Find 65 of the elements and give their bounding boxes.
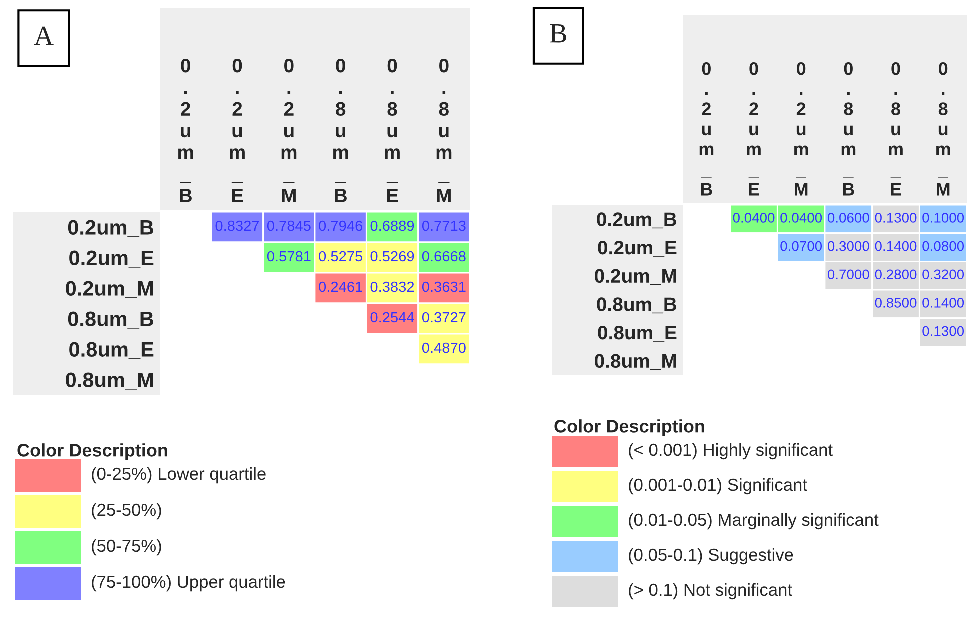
data-label: 0.6889 <box>370 220 414 232</box>
data-label: 0.3832 <box>370 282 414 292</box>
text: (0.05-0.1) Suggestive <box>629 548 794 565</box>
y-tick-label: 0.2um_B <box>597 212 677 229</box>
y-tick-label: 0.2um_E <box>598 240 677 257</box>
x-tick-label: 0.8um_B <box>333 58 348 202</box>
data-label: 0.1000 <box>922 213 964 223</box>
data-label: 0.0600 <box>828 213 870 223</box>
data-label: 0.5781 <box>267 251 311 262</box>
data-label: 0.5269 <box>370 251 414 262</box>
data-label: 0.2800 <box>875 270 917 280</box>
data-label: 0.0800 <box>922 241 964 252</box>
x-tick-label: 0.8um_E <box>889 62 903 196</box>
x-tick-label: 0.8um_E <box>385 58 400 202</box>
text: (> 0.1) Not significant <box>629 583 792 600</box>
data-label: 0.1300 <box>922 326 964 336</box>
x-tick-label: 0.2um_M <box>794 62 808 196</box>
data-label: 0.7845 <box>267 220 311 232</box>
data-label: 0.3727 <box>422 312 466 323</box>
data-label: 0.3200 <box>922 270 964 280</box>
data-label: 0.3000 <box>828 241 870 252</box>
data-label: 0.0400 <box>733 213 775 223</box>
text: (75-100%) Upper quartile <box>92 575 286 592</box>
text: Color Description <box>18 444 168 460</box>
y-tick-label: 0.2um_E <box>70 250 154 268</box>
data-label: 0.7713 <box>422 220 466 232</box>
data-label: 0.8327 <box>216 220 260 232</box>
y-tick-label: 0.2um_M <box>595 269 676 286</box>
data-label: 0.7000 <box>828 270 870 280</box>
x-tick-label: 0.2um_E <box>230 58 245 202</box>
y-tick-label: 0.8um_E <box>598 326 677 342</box>
y-tick-label: 0.8um_M <box>66 372 154 390</box>
text: (< 0.001) Highly significant <box>629 443 833 460</box>
data-label: 0.1300 <box>875 213 917 223</box>
text: (0.01-0.05) Marginally significant <box>629 513 879 530</box>
y-tick-label: 0.2um_B <box>68 220 154 238</box>
text: Color Description <box>554 420 704 436</box>
y-tick-label: 0.8um_M <box>595 354 676 370</box>
data-label: 0.6668 <box>422 251 466 262</box>
data-label: 0.1400 <box>922 298 964 308</box>
x-tick-label: 0.2um_E <box>747 62 761 196</box>
y-tick-label: 0.8um_E <box>70 342 154 360</box>
data-label: 0.4870 <box>422 342 466 354</box>
x-tick-label: 0.8um_M <box>936 62 950 196</box>
y-tick-label: 0.2um_M <box>66 281 154 298</box>
x-tick-label: 0.8um_B <box>842 62 856 196</box>
text: (25-50%) <box>92 503 162 520</box>
data-label: 0.1400 <box>875 241 917 252</box>
data-label: 0.0400 <box>780 213 822 223</box>
data-label: 0.7946 <box>319 220 362 232</box>
data-label: 0.5275 <box>319 251 363 262</box>
data-label: 0.3631 <box>422 282 466 292</box>
data-label: 0.2544 <box>370 312 414 323</box>
text: (0-25%) Lower quartile <box>92 467 266 484</box>
y-tick-label: 0.8um_B <box>597 298 677 314</box>
data-label: 0.2461 <box>319 282 362 292</box>
chart-title: A <box>34 26 54 46</box>
x-tick-label: 0.2um_M <box>282 58 297 202</box>
y-tick-label: 0.8um_B <box>68 312 154 329</box>
x-tick-label: 0.8um_M <box>436 58 452 202</box>
data-label: 0.0700 <box>780 241 822 252</box>
text: (50-75%) <box>92 539 162 556</box>
chart-title: B <box>550 24 566 43</box>
data-label: 0.8500 <box>875 298 917 308</box>
text: (0.001-0.01) Significant <box>629 478 808 495</box>
